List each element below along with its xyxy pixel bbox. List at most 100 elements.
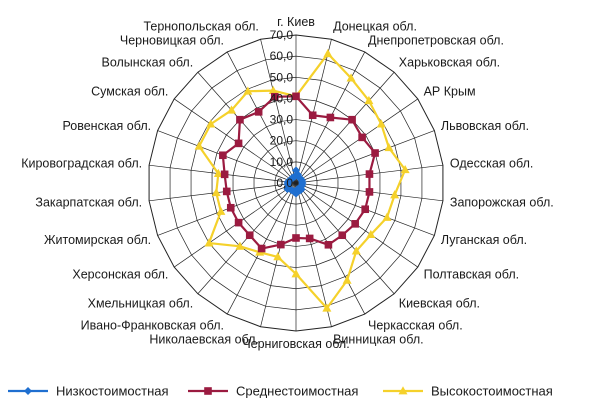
- data-point-mid: [324, 240, 333, 249]
- category-label: Винницкая обл.: [333, 332, 424, 346]
- radial-tick-label: 50,0: [270, 70, 294, 84]
- data-point-mid: [361, 205, 369, 214]
- radial-tick-label: 30,0: [270, 113, 294, 127]
- category-label: Запорожская обл.: [450, 195, 554, 209]
- data-point-mid: [308, 111, 317, 120]
- category-label: Хмельницкая обл.: [88, 297, 194, 311]
- data-point-high: [211, 187, 221, 197]
- data-point-mid: [257, 244, 266, 253]
- grid-spoke: [149, 182, 297, 202]
- data-point-high: [346, 73, 356, 82]
- category-label: Николаевская обл.: [149, 332, 259, 346]
- data-point-mid: [226, 203, 235, 212]
- data-point-mid: [270, 92, 279, 101]
- data-point-high: [227, 105, 237, 114]
- grid-spoke: [295, 39, 332, 184]
- data-point-high: [235, 241, 245, 250]
- data-point-mid: [234, 139, 243, 148]
- data-point-high: [366, 229, 376, 239]
- category-label: г. Киев: [277, 15, 315, 29]
- data-point-high: [268, 85, 278, 95]
- category-label: Херсонская обл.: [72, 268, 168, 282]
- data-point-high: [243, 86, 253, 95]
- category-label: Киевская обл.: [399, 297, 480, 311]
- radial-tick-label: 40,0: [270, 91, 294, 105]
- data-point-mid: [305, 234, 314, 243]
- data-point-high: [323, 48, 333, 58]
- data-point-mid: [254, 108, 263, 116]
- radial-tick-label: 60,0: [270, 49, 294, 63]
- data-point-mid: [234, 218, 243, 227]
- radial-tick-label: 70,0: [270, 28, 294, 42]
- data-point-mid: [292, 234, 300, 242]
- data-point-mid: [348, 115, 356, 124]
- category-label: Тернопольская обл.: [143, 20, 258, 34]
- category-label: Луганская обл.: [441, 233, 527, 247]
- data-point-mid: [338, 231, 347, 240]
- category-label: Днепропетровская обл.: [368, 33, 504, 47]
- legend-swatch-marker: [24, 387, 32, 395]
- legend-label: Среднестоимостная: [236, 384, 358, 399]
- grid-spoke: [226, 51, 297, 184]
- data-point-high: [273, 252, 283, 261]
- category-label: Харьковская обл.: [399, 56, 500, 70]
- grid-spoke: [295, 71, 395, 184]
- grid-spoke: [260, 39, 297, 184]
- grid-spoke: [295, 182, 332, 327]
- data-point-mid: [371, 149, 379, 157]
- data-point-mid: [365, 188, 374, 196]
- data-point-mid: [222, 187, 231, 196]
- data-point-mid: [219, 151, 227, 160]
- data-point-high: [194, 141, 204, 150]
- data-point-high: [206, 119, 216, 128]
- data-point-high: [291, 269, 301, 278]
- data-point-mid: [236, 115, 244, 124]
- category-label: Ивано-Франковская обл.: [81, 319, 224, 333]
- category-label: Закарпатская обл.: [35, 195, 142, 209]
- grid-spoke: [295, 130, 435, 184]
- data-point-mid: [292, 92, 300, 101]
- data-point-high: [213, 168, 223, 177]
- data-point-mid: [220, 170, 229, 179]
- category-label: Черкасская обл.: [368, 319, 463, 333]
- data-point-mid: [326, 113, 335, 122]
- legend-swatch-marker: [398, 386, 408, 395]
- category-label: Полтавская обл.: [424, 268, 519, 282]
- category-label: Черниговская обл.: [242, 337, 349, 351]
- category-label: Донецкая обл.: [333, 20, 417, 34]
- category-label: Кировоградская обл.: [21, 157, 142, 171]
- data-point-mid: [358, 133, 366, 142]
- data-point-mid: [351, 220, 359, 228]
- data-point-mid: [245, 231, 254, 240]
- category-label: Одесская обл.: [450, 157, 533, 171]
- data-point-high: [204, 238, 214, 247]
- data-point-mid: [277, 240, 285, 249]
- category-label: Волынская обл.: [101, 56, 193, 70]
- category-label: АР Крым: [424, 85, 476, 99]
- grid-spoke: [295, 98, 419, 184]
- data-point-high: [376, 119, 386, 128]
- data-point-high: [382, 212, 392, 221]
- data-point-high: [400, 164, 410, 174]
- radial-tick-label: 10,0: [270, 155, 294, 169]
- series-group: [194, 48, 410, 312]
- category-label: Львовская обл.: [441, 119, 529, 133]
- data-point-low: [290, 172, 299, 181]
- category-label: Ровенская обл.: [62, 119, 151, 133]
- category-labels: г. Киев Донецкая обл.Днепропетровская обл…: [21, 15, 554, 351]
- data-point-high: [390, 190, 400, 199]
- data-point-high: [216, 206, 226, 215]
- category-label: Житомирская обл.: [44, 233, 151, 247]
- data-point-high: [342, 275, 352, 284]
- data-point-high: [364, 95, 374, 105]
- legend-label: Низкостоимостная: [56, 384, 169, 399]
- legend-label: Высокостоимостная: [431, 384, 553, 399]
- data-point-mid: [365, 170, 374, 178]
- grid-spoke: [197, 71, 297, 184]
- legend-swatch-marker: [204, 387, 212, 395]
- data-point-high: [351, 246, 361, 255]
- data-point-high: [322, 303, 332, 312]
- category-label: Сумская обл.: [91, 85, 168, 99]
